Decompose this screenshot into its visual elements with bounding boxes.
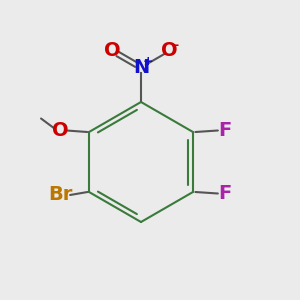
Text: O: O	[161, 41, 178, 61]
Text: -: -	[173, 39, 179, 52]
Text: O: O	[52, 121, 69, 140]
Text: N: N	[133, 58, 149, 77]
Text: F: F	[218, 121, 231, 140]
Text: Br: Br	[48, 185, 73, 205]
Text: +: +	[142, 55, 153, 68]
Text: O: O	[104, 41, 121, 61]
Text: F: F	[218, 184, 231, 203]
